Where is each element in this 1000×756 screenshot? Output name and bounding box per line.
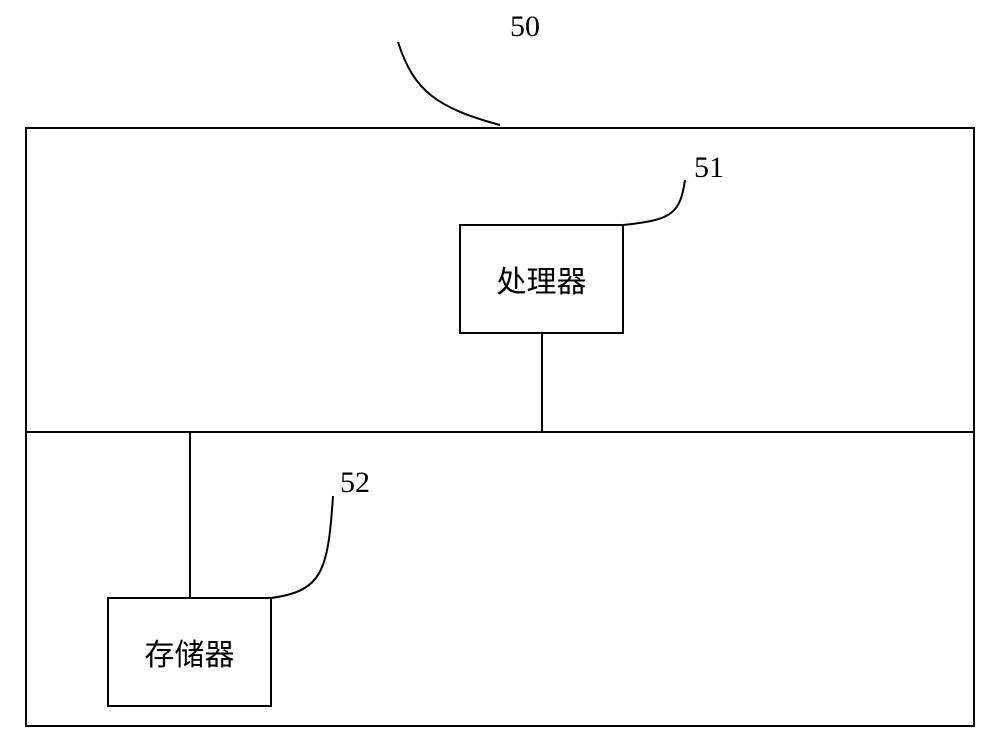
reference-leader-52 xyxy=(0,0,1000,756)
reference-label-52: 52 xyxy=(340,466,370,500)
diagram-canvas: 50 处理器 51 存储器 52 xyxy=(0,0,1000,756)
